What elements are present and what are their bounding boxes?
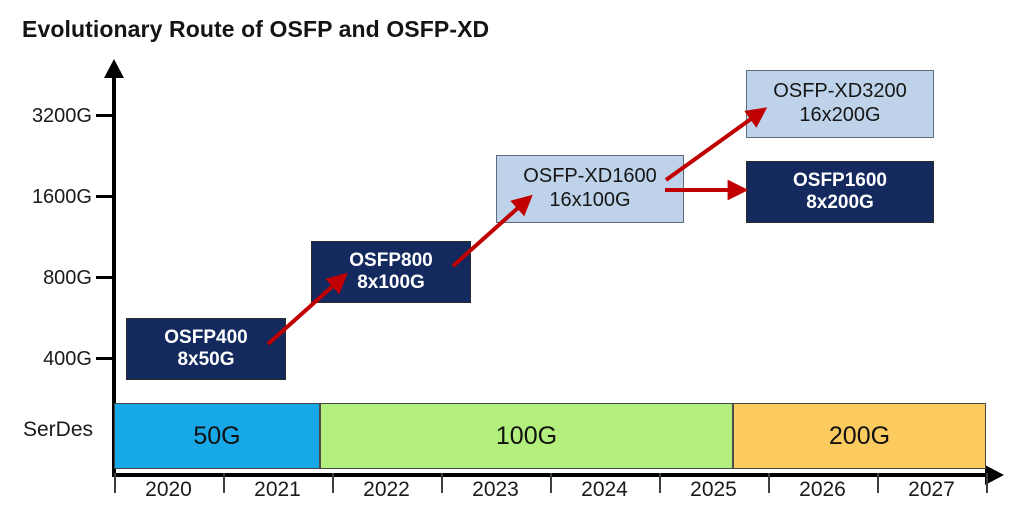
y-axis-tick-label-text: 400G [43,348,92,370]
module-box-osfp800: OSFP800 8x100G [311,241,471,303]
x-axis-tick [550,473,552,493]
x-axis-year-label: 2023 [472,478,519,501]
module-box-osfp-xd3200: OSFP-XD3200 16x200G [746,70,934,138]
y-axis-tick-label-text: 3200G [31,105,92,127]
module-config: 8x200G [806,192,874,213]
x-axis-tick [659,473,661,493]
y-axis-tick [96,114,114,117]
x-axis-year-label: 2026 [799,478,846,501]
module-config: 16x200G [799,104,881,126]
serdes-segment: 100G [320,403,733,469]
x-axis-tick [223,473,225,493]
serdes-row-label: SerDes [22,418,94,441]
module-box-osfp-xd1600: OSFP-XD1600 16x100G [496,155,684,223]
x-axis-year-label: 2025 [690,478,737,501]
module-config: 8x50G [177,349,235,370]
x-axis-tick [332,473,334,493]
x-axis-arrowhead [985,465,1004,485]
serdes-segment: 200G [733,403,986,469]
y-axis-tick [96,195,114,198]
y-axis-tick [96,357,114,360]
x-axis-tick [768,473,770,493]
module-name: OSFP400 [164,326,248,348]
y-axis-tick-label-text: 800G [43,267,92,289]
y-axis-tick-label: 1600G [0,186,92,208]
x-axis-year-label: 2024 [581,478,628,501]
y-axis-tick-label: 800G [0,267,92,289]
serdes-segment-label: 50G [193,421,241,450]
serdes-segment-label: 100G [495,421,558,450]
x-axis-line [112,473,992,477]
y-axis-tick [96,276,114,279]
module-name: OSFP-XD1600 [523,165,657,188]
x-axis-year-label: 2020 [145,478,192,501]
module-name: OSFP800 [349,249,433,271]
y-axis-tick-label: 3200G [0,105,92,127]
y-axis-arrowhead [104,59,124,78]
x-axis-tick [877,473,879,493]
x-axis-year-label: 2021 [254,478,301,501]
x-axis-tick [114,473,116,493]
module-config: 8x100G [357,272,425,293]
x-axis-tick [986,473,988,493]
serdes-segment-label: 200G [828,421,891,450]
y-axis-tick-label-text: 1600G [31,186,92,208]
module-name: OSFP-XD3200 [773,80,907,103]
y-axis-line [112,75,116,477]
module-name: OSFP1600 [793,169,887,191]
x-axis-tick [441,473,443,493]
x-axis-year-label: 2022 [363,478,410,501]
serdes-segment: 50G [114,403,320,469]
module-box-osfp400: OSFP400 8x50G [126,318,286,380]
module-box-osfp1600: OSFP1600 8x200G [746,161,934,223]
page-title: Evolutionary Route of OSFP and OSFP-XD [22,16,490,42]
y-axis-tick-label: 400G [0,348,92,370]
x-axis-year-label: 2027 [908,478,955,501]
module-config: 16x100G [549,189,631,211]
